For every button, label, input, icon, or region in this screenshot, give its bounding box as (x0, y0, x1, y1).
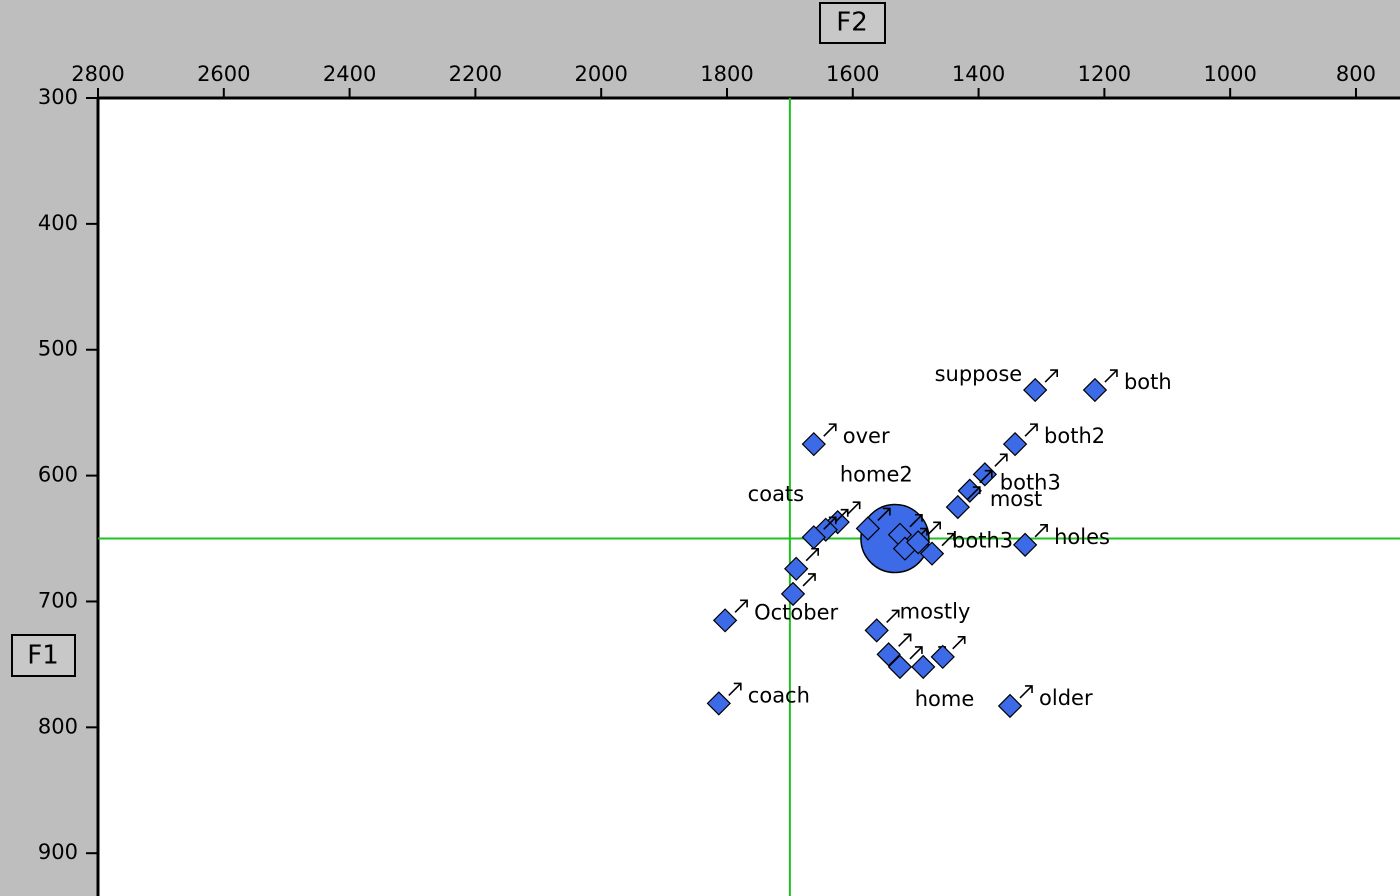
point (930, 644, 955, 670)
point (906, 530, 931, 555)
point (784, 556, 809, 581)
arrow (1034, 524, 1048, 538)
point (876, 642, 901, 667)
arrow (886, 609, 900, 623)
point-label: coach (748, 683, 810, 707)
x-tick-label: 1800 (700, 62, 753, 86)
arrow (927, 521, 941, 535)
point-label: home (915, 687, 975, 711)
y-tick-label: 800 (38, 714, 78, 738)
arrow (979, 469, 993, 484)
arrow (1104, 369, 1118, 383)
y-tick-label: 900 (38, 840, 78, 864)
point (801, 431, 826, 457)
arrow (1024, 423, 1038, 437)
point-label: both (1124, 370, 1172, 394)
arrow (1044, 369, 1058, 383)
point (997, 693, 1023, 719)
arrow (734, 599, 748, 613)
y-axis-title-box (11, 634, 76, 677)
point (855, 516, 881, 541)
point-label: suppose (935, 362, 1023, 386)
point (957, 478, 982, 503)
arrow (805, 547, 819, 562)
point (780, 581, 806, 607)
point (1012, 532, 1038, 557)
point-label: both3 (1000, 471, 1061, 495)
arrow (847, 501, 861, 515)
arrow (994, 453, 1008, 467)
x-tick-label: 1000 (1203, 62, 1256, 86)
point (801, 525, 826, 550)
x-tick-label: 2800 (71, 62, 124, 86)
x-tick-label: 800 (1336, 62, 1376, 86)
plot-area (98, 98, 1400, 896)
x-tick-label: 2600 (197, 62, 250, 86)
y-tick-label: 700 (38, 588, 78, 612)
arrow (967, 486, 981, 500)
point-label: coats (748, 482, 804, 506)
point-label: over (843, 424, 890, 448)
arrow (909, 513, 923, 528)
point-label: holes (1054, 525, 1110, 549)
arrow (823, 423, 837, 437)
x-axis-title-box (819, 2, 886, 44)
point (1002, 431, 1028, 457)
x-tick-label: 1600 (826, 62, 879, 86)
arrow (1019, 685, 1033, 699)
x-tick-label: 2400 (323, 62, 376, 86)
point-label: both3 (952, 529, 1013, 553)
arrow (802, 573, 816, 587)
point-label: most (990, 487, 1042, 511)
point (887, 654, 913, 680)
point (911, 654, 936, 680)
point-label: mostly (900, 599, 971, 623)
point (864, 618, 889, 643)
x-tick-label: 2200 (449, 62, 502, 86)
point (706, 691, 731, 716)
arrow (728, 682, 742, 696)
y-tick-label: 600 (38, 463, 78, 487)
point-label: both2 (1044, 424, 1105, 448)
x-axis-title: F2 (836, 8, 868, 38)
y-axis-title: F1 (27, 641, 59, 671)
point-label: older (1039, 686, 1093, 710)
point (919, 541, 945, 566)
y-tick-label: 400 (38, 211, 78, 235)
point (1023, 377, 1048, 403)
arrow (823, 516, 837, 530)
point (1082, 377, 1108, 403)
x-tick-label: 2000 (574, 62, 627, 86)
point (945, 494, 970, 520)
x-tick-label: 1400 (952, 62, 1005, 86)
arrow (941, 532, 955, 547)
arrow (909, 646, 923, 660)
arrow (952, 636, 966, 650)
x-tick-label: 1200 (1078, 62, 1131, 86)
arrow (898, 633, 912, 647)
point (972, 462, 998, 487)
y-tick-label: 500 (38, 337, 78, 361)
y-tick-label: 300 (38, 85, 78, 109)
point-label: home2 (840, 462, 913, 486)
arrow (835, 508, 849, 523)
point-label: October (754, 600, 838, 624)
arrow (877, 507, 891, 522)
point (712, 608, 738, 633)
